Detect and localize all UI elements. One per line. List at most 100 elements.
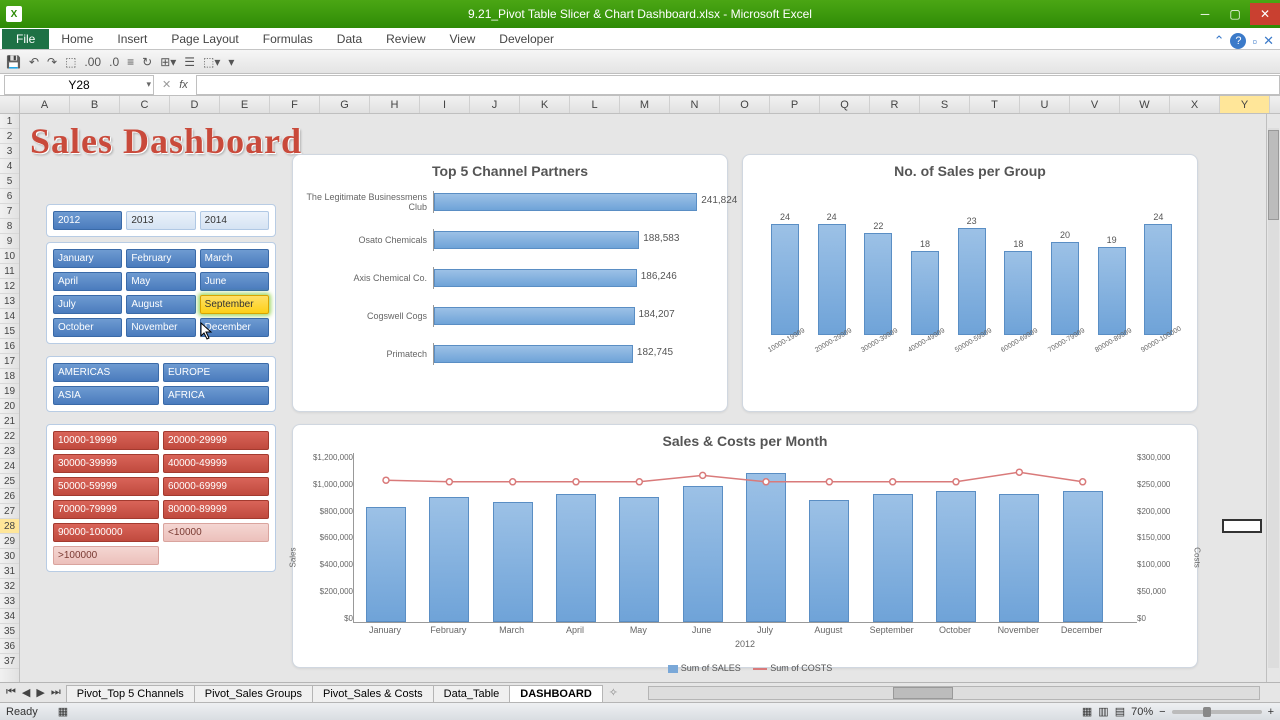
save-icon[interactable]: 💾 [6,55,21,69]
col-header[interactable]: T [970,96,1020,113]
row-header[interactable]: 29 [0,534,19,549]
row-header[interactable]: 31 [0,564,19,579]
sheet-tab[interactable]: Pivot_Sales & Costs [312,685,434,702]
slicer-item[interactable]: July [53,295,122,314]
row-header[interactable]: 2 [0,129,19,144]
col-header[interactable]: K [520,96,570,113]
col-header[interactable]: F [270,96,320,113]
col-header[interactable]: B [70,96,120,113]
slicer-item[interactable]: October [53,318,122,337]
row-header[interactable]: 27 [0,504,19,519]
col-header[interactable]: Y [1220,96,1270,113]
row-header[interactable]: 18 [0,369,19,384]
slicer-item[interactable]: 60000-69999 [163,477,269,496]
row-header[interactable]: 3 [0,144,19,159]
ribbon-tab-page-layout[interactable]: Page Layout [159,29,250,49]
formula-input[interactable] [196,75,1280,95]
window-restore-icon[interactable]: ▫ [1252,34,1257,49]
col-header[interactable]: Q [820,96,870,113]
slicer-item[interactable]: 2014 [200,211,269,230]
slicer-item[interactable]: 50000-59999 [53,477,159,496]
zoom-slider[interactable] [1172,710,1262,714]
col-header[interactable]: P [770,96,820,113]
qat-btn[interactable]: ⊞▾ [160,55,176,69]
col-header[interactable]: A [20,96,70,113]
qat-more-icon[interactable]: ▾ [228,55,234,69]
ribbon-tab-home[interactable]: Home [49,29,105,49]
sheet-tab[interactable]: Data_Table [433,685,511,702]
slicer-item[interactable]: January [53,249,122,268]
row-header[interactable]: 37 [0,654,19,669]
row-header[interactable]: 30 [0,549,19,564]
view-break-icon[interactable]: ▤ [1115,705,1125,718]
col-header[interactable]: J [470,96,520,113]
zoom-out-icon[interactable]: − [1159,706,1165,718]
row-header[interactable]: 23 [0,444,19,459]
name-box[interactable]: Y28▾ [4,75,154,95]
slicer-item[interactable]: 2013 [126,211,195,230]
col-header[interactable]: X [1170,96,1220,113]
slicer-item[interactable]: 40000-49999 [163,454,269,473]
tab-nav-first-icon[interactable]: ⏮ [4,686,18,699]
slicer-item[interactable]: June [200,272,269,291]
qat-btn[interactable]: ≡ [127,55,134,69]
row-header[interactable]: 11 [0,264,19,279]
qat-btn[interactable]: .0 [109,55,119,69]
ribbon-tab-view[interactable]: View [438,29,488,49]
qat-btn[interactable]: ⬚ [65,55,76,69]
row-header[interactable]: 1 [0,114,19,129]
inner-close-icon[interactable]: ✕ [1263,33,1274,49]
slicer-item[interactable]: <10000 [163,523,269,542]
horizontal-scrollbar[interactable] [893,687,953,699]
col-header[interactable]: D [170,96,220,113]
row-header[interactable]: 5 [0,174,19,189]
slicer-item[interactable]: 70000-79999 [53,500,159,519]
row-header[interactable]: 7 [0,204,19,219]
row-header[interactable]: 15 [0,324,19,339]
vertical-scrollbar[interactable] [1266,114,1280,682]
ribbon-tab-data[interactable]: Data [325,29,374,49]
slicer-item[interactable]: April [53,272,122,291]
col-header[interactable]: H [370,96,420,113]
slicer-item[interactable]: March [200,249,269,268]
slicer-item[interactable]: AMERICAS [53,363,159,382]
row-header[interactable]: 21 [0,414,19,429]
col-header[interactable]: L [570,96,620,113]
row-header[interactable]: 19 [0,384,19,399]
row-header[interactable]: 8 [0,219,19,234]
slicer-item[interactable]: 80000-89999 [163,500,269,519]
col-header[interactable]: E [220,96,270,113]
view-layout-icon[interactable]: ▥ [1098,705,1108,718]
tab-nav-next-icon[interactable]: ▶ [34,686,46,699]
col-header[interactable]: W [1120,96,1170,113]
col-header[interactable]: V [1070,96,1120,113]
row-header[interactable]: 20 [0,399,19,414]
row-header[interactable]: 14 [0,309,19,324]
row-header[interactable]: 36 [0,639,19,654]
zoom-level[interactable]: 70% [1131,706,1153,718]
row-header[interactable]: 6 [0,189,19,204]
slicer-item[interactable]: >100000 [53,546,159,565]
row-header[interactable]: 32 [0,579,19,594]
slicer-item[interactable]: December [200,318,269,337]
file-tab[interactable]: File [2,29,49,49]
view-normal-icon[interactable]: ▦ [1082,705,1092,718]
qat-btn[interactable]: ↻ [142,55,152,69]
ribbon-minimize-icon[interactable]: ⌃ [1214,33,1225,49]
fx-icon[interactable]: fx [179,79,188,91]
col-header[interactable]: C [120,96,170,113]
ribbon-tab-insert[interactable]: Insert [105,29,159,49]
col-header[interactable]: U [1020,96,1070,113]
slicer-item[interactable]: February [126,249,195,268]
row-header[interactable]: 35 [0,624,19,639]
qat-btn[interactable]: .00 [84,55,101,69]
sheet-tab[interactable]: DASHBOARD [509,685,603,702]
slicer-item[interactable]: 10000-19999 [53,431,159,450]
row-header[interactable]: 12 [0,279,19,294]
slicer-item[interactable]: 30000-39999 [53,454,159,473]
qat-btn[interactable]: ⬚▾ [203,55,220,69]
row-header[interactable]: 9 [0,234,19,249]
tab-nav-prev-icon[interactable]: ◀ [20,686,32,699]
slicer-item[interactable]: AFRICA [163,386,269,405]
col-header[interactable]: S [920,96,970,113]
